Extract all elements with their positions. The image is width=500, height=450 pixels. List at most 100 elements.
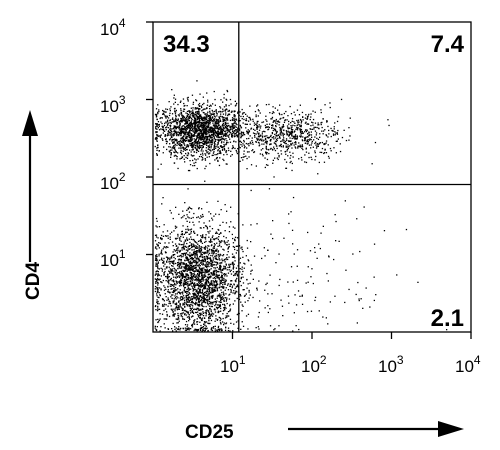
event-dot — [167, 280, 169, 283]
event-dot — [210, 141, 213, 144]
event-dot — [172, 274, 174, 276]
event-dot — [174, 293, 177, 295]
event-dot — [235, 149, 237, 152]
event-dot — [233, 135, 235, 137]
event-dot — [311, 136, 313, 138]
event-dot — [198, 122, 200, 124]
event-dot — [211, 262, 213, 264]
event-dot — [309, 118, 311, 121]
event-dot — [209, 308, 211, 310]
event-dot — [206, 263, 208, 265]
event-dot — [280, 143, 282, 145]
event-dot — [242, 112, 244, 114]
event-dot — [213, 141, 216, 143]
event-dot — [211, 282, 213, 284]
event-dot — [343, 129, 345, 131]
event-dot — [211, 217, 213, 219]
event-dot — [249, 123, 251, 125]
event-dot — [296, 129, 299, 131]
event-dot — [177, 276, 179, 278]
event-dot — [329, 102, 331, 104]
event-dot — [157, 273, 159, 276]
event-dot — [178, 282, 181, 284]
event-dot — [226, 153, 228, 156]
event-dot — [186, 133, 188, 135]
event-dot — [200, 298, 202, 301]
event-dot — [201, 152, 204, 154]
event-dot — [220, 145, 222, 147]
event-dot — [156, 140, 158, 142]
event-dot — [247, 131, 250, 133]
event-dot — [192, 243, 194, 245]
event-dot — [183, 133, 185, 135]
event-dot — [220, 298, 222, 300]
event-dot — [316, 126, 318, 129]
event-dot — [206, 288, 208, 290]
event-dot — [223, 267, 225, 269]
event-dot — [203, 124, 205, 126]
event-dot — [240, 301, 242, 303]
event-dot — [221, 279, 223, 281]
event-dot — [205, 284, 207, 286]
event-dot — [288, 140, 290, 142]
event-dot — [227, 147, 230, 149]
event-dot — [348, 139, 350, 141]
event-dot — [195, 138, 197, 141]
event-dot — [183, 118, 185, 120]
event-dot — [202, 264, 204, 266]
event-dot — [192, 165, 194, 167]
event-dot — [186, 242, 188, 245]
event-dot — [194, 139, 196, 141]
event-dot — [188, 133, 190, 135]
event-dot — [192, 302, 194, 304]
event-dot — [222, 286, 224, 289]
event-dot — [320, 109, 322, 111]
event-dot — [215, 303, 217, 305]
event-dot — [205, 278, 208, 280]
event-dot — [218, 164, 221, 167]
event-dot — [289, 105, 291, 108]
event-dot — [174, 149, 176, 151]
event-dot — [254, 129, 256, 131]
event-dot — [162, 298, 164, 301]
event-dot — [225, 118, 227, 120]
event-dot — [168, 283, 170, 285]
event-dot — [171, 273, 174, 275]
event-dot — [187, 285, 189, 287]
event-dot — [195, 151, 198, 154]
event-dot — [177, 126, 179, 128]
event-dot — [200, 145, 202, 147]
event-dot — [203, 274, 205, 276]
event-dot — [182, 243, 184, 246]
event-dot — [193, 270, 195, 272]
event-dot — [314, 126, 317, 128]
event-dot — [388, 124, 390, 127]
event-dot — [213, 113, 215, 115]
event-dot — [308, 134, 310, 137]
event-dot — [198, 155, 201, 158]
event-dot — [181, 309, 184, 311]
event-dot — [319, 142, 321, 144]
event-dot — [223, 106, 226, 108]
event-dot — [185, 156, 187, 159]
event-dot — [201, 251, 203, 253]
event-dot — [185, 116, 187, 118]
event-dot — [262, 140, 264, 142]
event-dot — [203, 138, 206, 140]
event-dot — [188, 254, 190, 256]
event-dot — [267, 126, 269, 128]
event-dot — [200, 246, 202, 248]
event-dot — [194, 125, 197, 127]
event-dot — [189, 310, 191, 312]
event-dot — [217, 123, 219, 125]
event-dot — [287, 130, 289, 132]
event-dot — [197, 304, 199, 306]
event-dot — [155, 114, 157, 116]
event-dot — [227, 311, 230, 313]
event-dot — [206, 118, 208, 121]
event-dot — [212, 287, 214, 289]
event-dot — [236, 284, 238, 286]
event-dot — [216, 284, 218, 286]
event-dot — [202, 269, 204, 271]
event-dot — [188, 136, 190, 138]
